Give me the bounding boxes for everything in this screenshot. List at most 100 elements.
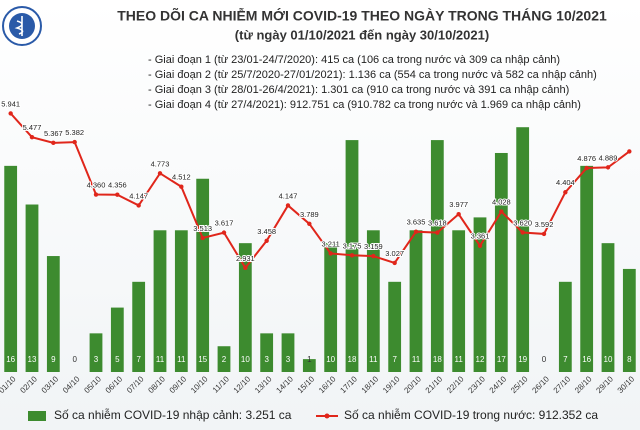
line-marker bbox=[456, 211, 461, 217]
chart-title: THEO DÕI CA NHIỄM MỚI COVID-19 THEO NGÀY… bbox=[117, 7, 607, 24]
bar-value-label: 5 bbox=[115, 355, 120, 364]
line-value-label: 4.147 bbox=[129, 191, 148, 200]
bar-value-label: 15 bbox=[198, 355, 207, 364]
bar bbox=[302, 359, 316, 372]
line-marker bbox=[115, 192, 120, 197]
bar-value-label: 10 bbox=[241, 355, 250, 364]
bar bbox=[132, 281, 146, 372]
line-marker bbox=[307, 221, 312, 227]
chart-subtitle: (từ ngày 01/10/2021 đến ngày 30/10/2021) bbox=[235, 27, 489, 42]
line-value-label: 5.367 bbox=[44, 129, 63, 138]
line-value-label: 3.458 bbox=[257, 227, 276, 236]
line-marker bbox=[157, 171, 163, 176]
bar-value-label: 3 bbox=[264, 355, 269, 364]
bar bbox=[558, 281, 572, 372]
bar bbox=[196, 178, 210, 372]
line-marker bbox=[349, 253, 355, 258]
bar bbox=[473, 217, 487, 372]
line-marker bbox=[8, 111, 13, 116]
line-value-label: 3.027 bbox=[385, 249, 404, 258]
line-value-label: 5.477 bbox=[23, 123, 42, 132]
line-marker bbox=[72, 139, 77, 145]
plot: 01/10 02/10 03/10 04/10 05/10 06/10 07/10 08/10… bbox=[0, 98, 637, 395]
line-marker bbox=[584, 165, 589, 171]
annotations: - Giai đoạn 1 (từ 23/01-24/7/2020): 415 … bbox=[148, 54, 597, 111]
bar bbox=[622, 268, 636, 372]
bar bbox=[430, 140, 444, 372]
legend-label: Số ca nhiễm COVID-19 nhập cảnh: 3.251 ca bbox=[54, 407, 292, 422]
bar bbox=[366, 230, 380, 372]
bar-value-label: 9 bbox=[51, 355, 56, 364]
line-marker bbox=[371, 253, 376, 259]
line-value-label: 3.617 bbox=[215, 219, 234, 228]
bar bbox=[409, 230, 423, 372]
line-value-label: 3.513 bbox=[193, 224, 212, 233]
bar-value-label: 12 bbox=[476, 355, 485, 364]
line-value-label: 3.977 bbox=[449, 200, 468, 209]
bar-value-label: 11 bbox=[455, 355, 464, 364]
bar-value-label: 3 bbox=[286, 355, 291, 364]
bar-value-label: 10 bbox=[604, 355, 613, 364]
bar bbox=[281, 333, 295, 372]
line-marker bbox=[563, 190, 568, 195]
line-marker bbox=[179, 184, 184, 189]
bar bbox=[516, 127, 530, 372]
line-marker bbox=[520, 230, 525, 235]
line bbox=[9, 112, 630, 270]
annotation: - Giai đoạn 2 (từ 25/7/2020-27/01/2021):… bbox=[148, 69, 597, 81]
bar-value-label: 18 bbox=[433, 355, 442, 364]
bar-value-label: 8 bbox=[627, 355, 632, 364]
line-value-label: 3.618 bbox=[428, 219, 447, 228]
line-marker bbox=[477, 243, 483, 248]
bar bbox=[388, 281, 402, 372]
line-value-label: 3.175 bbox=[343, 241, 362, 250]
bar-value-label: 16 bbox=[582, 355, 591, 364]
bar-value-label: 11 bbox=[177, 355, 186, 364]
bar bbox=[110, 307, 124, 372]
bar-value-label: 16 bbox=[6, 355, 15, 364]
legend-swatch bbox=[28, 411, 46, 421]
line-marker bbox=[93, 192, 99, 197]
line-value-label: 3.635 bbox=[407, 218, 426, 227]
bar bbox=[580, 165, 594, 372]
line-marker bbox=[435, 230, 440, 235]
line-marker bbox=[413, 229, 419, 234]
bar-value-label: 0 bbox=[542, 355, 547, 364]
bar bbox=[324, 243, 338, 372]
line-marker bbox=[51, 140, 56, 146]
line-value-label: 3.620 bbox=[513, 218, 532, 227]
bar-value-label: 7 bbox=[563, 355, 568, 364]
line-value-label: 3.361 bbox=[471, 232, 490, 241]
bar-value-label: 11 bbox=[369, 355, 378, 364]
bar-value-label: 11 bbox=[156, 355, 165, 364]
annotation: - Giai đoạn 1 (từ 23/01-24/7/2020): 415 … bbox=[148, 54, 560, 66]
line-marker bbox=[285, 203, 291, 208]
line-value-label: 4.360 bbox=[87, 180, 106, 189]
bar bbox=[217, 346, 231, 372]
bar-value-label: 2 bbox=[222, 355, 227, 364]
bar-value-label: 3 bbox=[94, 355, 99, 364]
line-value-label: 4.404 bbox=[556, 178, 575, 187]
line-marker bbox=[243, 265, 248, 271]
legend-swatch bbox=[324, 413, 330, 419]
bar bbox=[260, 333, 274, 372]
bar bbox=[153, 230, 167, 372]
bar bbox=[238, 243, 252, 372]
legend-label: Số ca nhiễm COVID-19 trong nước: 912.352… bbox=[344, 407, 598, 422]
line-value-label: 3.159 bbox=[364, 242, 383, 251]
line-marker bbox=[627, 149, 632, 154]
bar bbox=[494, 152, 508, 372]
line-marker bbox=[29, 135, 35, 140]
bar bbox=[174, 230, 188, 372]
bar bbox=[25, 204, 39, 372]
line-value-label: 2.931 bbox=[236, 254, 255, 263]
line-value-label: 4.356 bbox=[108, 181, 127, 190]
line-value-label: 4.773 bbox=[151, 159, 170, 168]
bar-value-label: 7 bbox=[392, 355, 397, 364]
line-marker bbox=[541, 231, 547, 237]
bar-value-label: 10 bbox=[326, 355, 335, 364]
bar bbox=[452, 230, 466, 372]
line-value-label: 4.512 bbox=[172, 173, 191, 182]
line-marker bbox=[328, 251, 333, 256]
